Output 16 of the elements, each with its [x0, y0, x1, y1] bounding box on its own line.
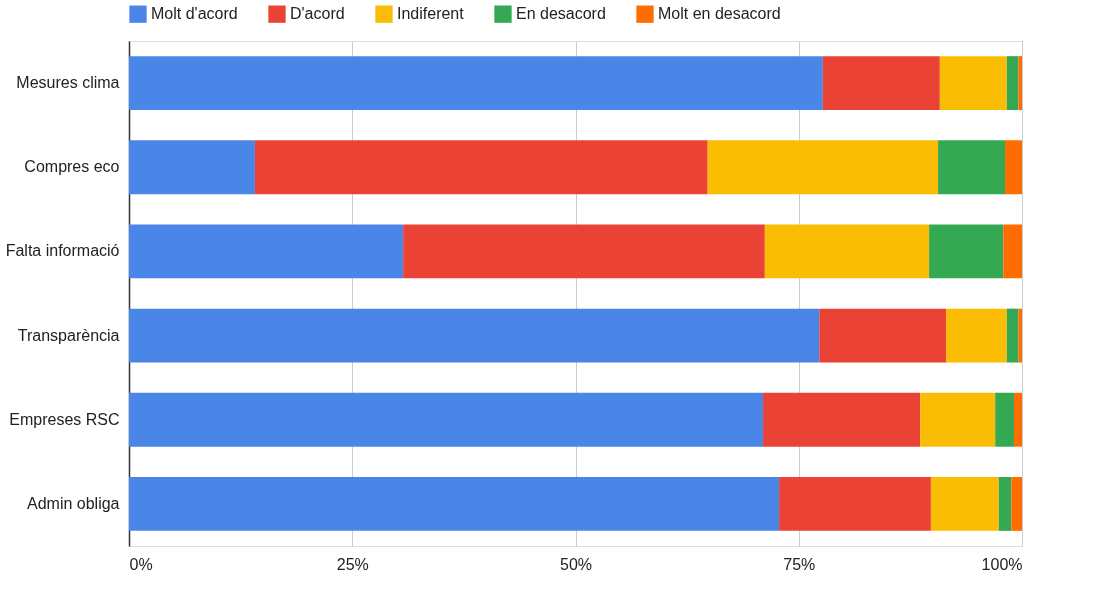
y-tick-label: Transparència: [17, 326, 120, 344]
y-tick-label: Compres eco: [24, 158, 120, 176]
legend-label: Molt d'acord: [151, 5, 238, 23]
y-tick-label: Mesures clima: [16, 74, 120, 92]
legend-label: En desacord: [516, 5, 606, 23]
x-tick-label: 0%: [129, 555, 153, 573]
y-tick-label: Empreses RSC: [9, 410, 120, 428]
legend-label: Molt en desacord: [658, 5, 781, 23]
y-tick-label: Falta informació: [5, 242, 120, 260]
y-tick-label: Admin obliga: [27, 494, 120, 512]
x-tick-label: 50%: [559, 555, 593, 573]
legend-label: D'acord: [290, 5, 345, 23]
x-tick-label: 100%: [981, 555, 1023, 573]
legend-label: Indiferent: [397, 5, 465, 23]
x-tick-label: 25%: [336, 555, 369, 573]
x-tick-label: 75%: [783, 555, 816, 573]
